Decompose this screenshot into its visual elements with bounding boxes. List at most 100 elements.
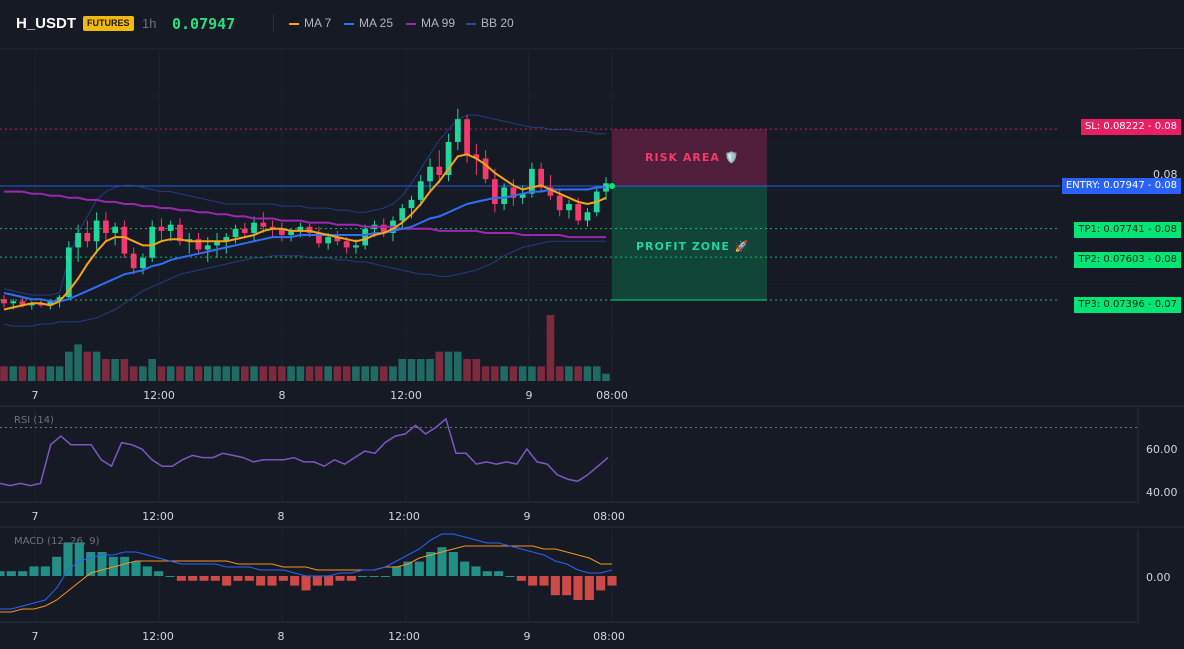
volume-bar	[287, 366, 295, 381]
candle-body	[353, 245, 359, 248]
candle-body	[47, 301, 54, 306]
candle-body	[19, 301, 26, 306]
macd-histogram-bar	[607, 576, 617, 586]
candle-body	[436, 166, 443, 176]
x-tick-1200-a: 12:00	[143, 389, 175, 402]
macd-histogram-bar	[584, 576, 594, 600]
rsi-x-tick-day8: 8	[277, 510, 285, 523]
volume-bar	[102, 359, 110, 381]
volume-bar	[37, 366, 45, 381]
volume-bar	[296, 366, 305, 381]
legend-ma25-label: MA 25	[359, 16, 394, 30]
macd-histogram-bar	[267, 576, 277, 586]
candle-body	[473, 154, 480, 159]
symbol-title[interactable]: H_USDT	[16, 15, 77, 32]
candle-body	[56, 297, 63, 302]
macd-histogram-bar	[573, 576, 583, 600]
candle-body	[214, 241, 220, 246]
candle-body	[232, 228, 239, 238]
candle-body	[491, 179, 498, 204]
volume-bar	[537, 366, 545, 381]
volume-bar	[231, 366, 240, 381]
candle-body	[454, 119, 461, 142]
entry-marker-dot	[609, 183, 615, 189]
volume-bar	[18, 366, 27, 381]
volume-bar	[416, 359, 425, 381]
profit-zone-label: PROFIT ZONE 🚀	[636, 240, 750, 253]
volume-bar	[565, 366, 573, 381]
risk-area-zone	[612, 129, 767, 186]
candle-body	[556, 195, 563, 211]
legend-bb20[interactable]: BB 20	[466, 16, 514, 30]
legend-ma25[interactable]: MA 25	[344, 16, 393, 30]
volume-bar	[528, 366, 536, 381]
macd-histogram-bar	[210, 576, 220, 581]
volume-bar	[203, 366, 212, 381]
candle-body	[75, 232, 81, 248]
macd-histogram-bar	[244, 576, 254, 581]
macd-histogram-bar	[550, 576, 560, 596]
candle-body	[28, 303, 35, 306]
volume-bar	[407, 359, 416, 381]
candle-body	[482, 158, 489, 180]
macd-x-tick-1200-b: 12:00	[388, 630, 420, 643]
candle-body	[223, 237, 230, 242]
volume-bar	[324, 366, 332, 381]
volume-bar	[592, 366, 601, 381]
macd-histogram-bar	[380, 576, 390, 577]
legend-ma99[interactable]: MA 99	[406, 16, 455, 30]
profit-zone	[612, 186, 767, 300]
timeframe-selector[interactable]: 1h	[142, 16, 157, 31]
macd-histogram-bar	[165, 576, 175, 577]
candle-body	[510, 187, 517, 198]
rsi-x-tick-day7: 7	[31, 510, 39, 523]
volume-bar	[379, 366, 388, 381]
macd-x-tick-day8: 8	[277, 630, 285, 643]
candle-body	[501, 187, 507, 204]
candle-body	[464, 119, 470, 155]
rsi-tick-60: 60.00	[1146, 443, 1178, 456]
candle-body	[195, 239, 202, 250]
volume-bar	[268, 366, 277, 381]
macd-histogram-bar	[335, 576, 345, 581]
volume-bar	[546, 315, 555, 381]
volume-bar	[92, 351, 101, 381]
volume-bar	[472, 359, 481, 381]
macd-histogram-bar	[52, 556, 62, 576]
candle-body	[529, 168, 535, 194]
rsi-x-tick-0800: 08:00	[593, 510, 625, 523]
macd-histogram-bar	[505, 576, 515, 577]
macd-histogram-bar	[108, 556, 118, 576]
volume-bar	[241, 366, 249, 381]
macd-histogram-bar	[562, 576, 572, 596]
macd-histogram-bar	[324, 576, 334, 586]
candle-body	[241, 228, 248, 233]
candle-body	[417, 181, 424, 200]
candle-body	[316, 232, 322, 244]
candle-body	[103, 220, 109, 233]
legend-bb20-label: BB 20	[481, 16, 514, 30]
candle-body	[177, 224, 183, 242]
volume-bar	[278, 366, 286, 381]
rsi-x-tick-1200-b: 12:00	[388, 510, 420, 523]
volume-bar	[361, 366, 369, 381]
legend-ma7[interactable]: MA 7	[289, 16, 331, 30]
volume-bar	[370, 366, 379, 381]
macd-histogram-bar	[392, 566, 402, 576]
volume-bar	[518, 366, 527, 381]
volume-bar	[305, 366, 314, 381]
macd-histogram-bar	[74, 542, 84, 576]
macd-histogram-bar	[199, 576, 209, 581]
macd-histogram-bar	[29, 566, 39, 576]
candle-body	[566, 204, 572, 211]
macd-histogram-bar	[301, 576, 311, 591]
volume-bar	[0, 366, 8, 381]
ma25-line	[3, 186, 606, 303]
volume-bar	[574, 366, 583, 381]
volume-bar	[454, 351, 462, 381]
macd-histogram-bar	[0, 571, 5, 576]
volume-bar	[435, 351, 444, 381]
rsi-x-tick-1200-a: 12:00	[142, 510, 174, 523]
volume-bar	[157, 366, 166, 381]
